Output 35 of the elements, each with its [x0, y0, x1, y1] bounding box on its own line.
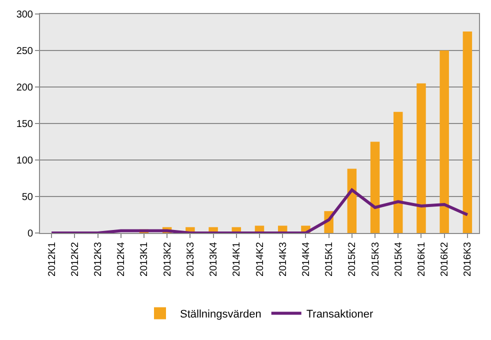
legend-label: Ställningsvärden: [180, 308, 262, 320]
y-tick-label: 100: [16, 156, 34, 166]
y-tick-label: 300: [16, 10, 34, 20]
x-tick-label: 2015K1: [324, 242, 336, 276]
x-tick-label: 2014K2: [254, 242, 266, 276]
x-tick-label: 2013K1: [139, 242, 150, 276]
x-tick-label: 2015K2: [347, 242, 358, 276]
x-tick-label: 2014K4: [300, 242, 312, 276]
x-tick-label: 2012K4: [116, 242, 128, 276]
bar: [370, 142, 380, 233]
bar: [462, 32, 472, 233]
line-series: [50, 188, 469, 233]
y-tick-label: 0: [27, 228, 34, 240]
x-tick-label: 2014K3: [278, 242, 289, 276]
x-tick-label: 2012K3: [93, 242, 104, 276]
y-tick-label: 200: [16, 82, 34, 94]
x-tick-label: 2016K1: [416, 242, 428, 276]
x-tick-label: 2014K1: [232, 242, 243, 276]
bar: [416, 83, 426, 233]
bar: [347, 168, 357, 233]
legend-label: Transaktioner: [306, 308, 374, 320]
x-tick-label: 2016K3: [462, 242, 474, 276]
bar: [394, 112, 403, 233]
x-tick-label: 2012K1: [46, 242, 58, 276]
y-tick-label: 150: [16, 119, 34, 130]
x-tick-label: 2013K4: [208, 242, 220, 276]
x-tick-label: 2012K2: [70, 242, 81, 276]
x-tick-label: 2016K2: [440, 242, 451, 276]
x-tick-label: 2013K2: [162, 242, 174, 276]
bar: [440, 50, 449, 233]
x-tick-label: 2015K4: [393, 242, 404, 276]
x-tick-label: 2015K3: [370, 242, 382, 276]
y-tick-label: 250: [16, 46, 34, 57]
x-tick-label: 2013K3: [185, 242, 196, 276]
y-tick-label: 50: [22, 192, 34, 203]
